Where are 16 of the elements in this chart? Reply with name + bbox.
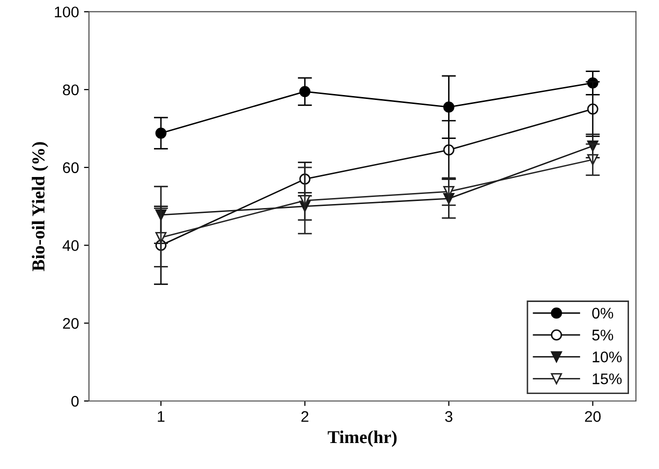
y-tick-label: 80 <box>62 84 79 96</box>
x-tick-label: 2 <box>301 411 308 422</box>
y-tick-label: 20 <box>63 318 79 329</box>
y-tick-label: 100 <box>54 6 79 18</box>
legend-label: 5% <box>592 330 614 340</box>
y-axis-title: Bio-oil Yield (%) <box>32 142 48 272</box>
legend-label: 0% <box>592 308 614 319</box>
x-axis-title: Time(hr) <box>328 430 397 447</box>
x-tick-label: 1 <box>158 411 164 422</box>
x-tick-label: 20 <box>585 411 601 422</box>
legend-label: 10% <box>592 352 622 362</box>
x-tick-label: 3 <box>445 411 452 422</box>
y-tick-label: 0 <box>71 396 79 407</box>
y-tick-label: 40 <box>62 240 79 251</box>
legend-label: 15% <box>592 373 622 384</box>
y-tick-label: 60 <box>63 162 79 174</box>
